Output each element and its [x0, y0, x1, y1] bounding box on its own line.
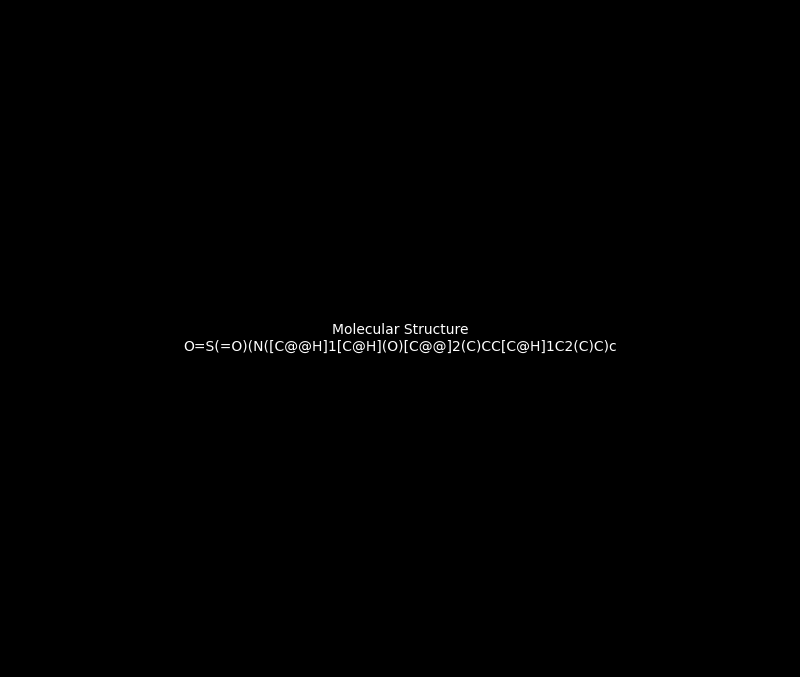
Text: Molecular Structure
O=S(=O)(N([C@@H]1[C@H](O)[C@@]2(C)CC[C@H]1C2(C)C)c: Molecular Structure O=S(=O)(N([C@@H]1[C@… [183, 324, 617, 353]
